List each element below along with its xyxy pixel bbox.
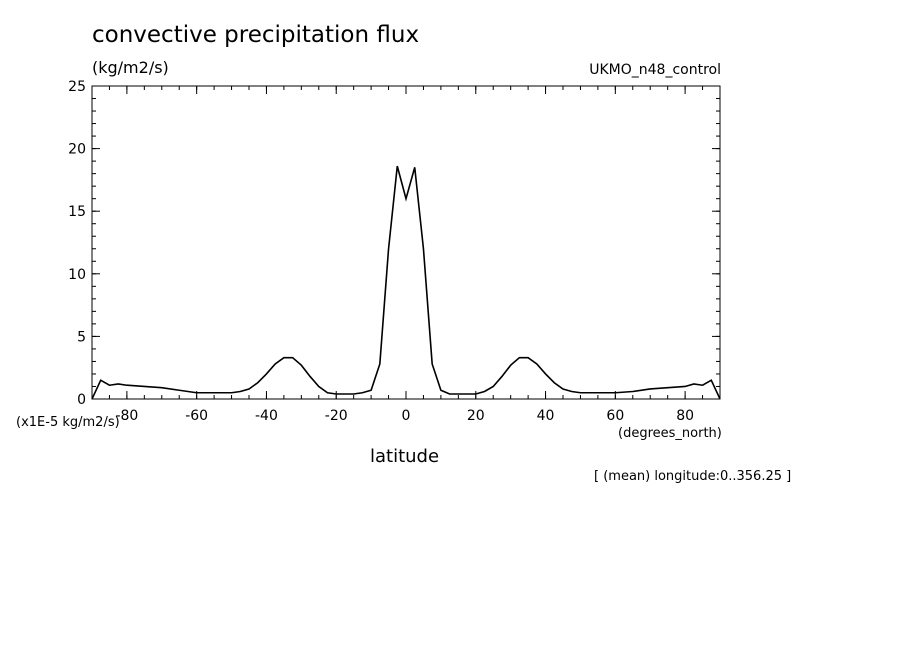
- footnote: [ (mean) longitude:0..356.25 ]: [594, 469, 792, 484]
- x-tick-label: -20: [325, 408, 348, 424]
- x-tick-label: -40: [255, 408, 278, 424]
- x-axis-title: latitude: [370, 446, 440, 467]
- y-tick-label: 5: [77, 329, 86, 345]
- chart-units: (kg/m2/s): [92, 58, 169, 77]
- x-tick-label: -60: [185, 408, 208, 424]
- x-tick-label: 0: [402, 408, 411, 424]
- x-tick-label: -80: [115, 408, 138, 424]
- y-tick-label: 25: [68, 79, 86, 95]
- x-tick-label: 80: [676, 408, 694, 424]
- x-unit-label: (degrees_north): [618, 426, 722, 441]
- x-tick-label: 40: [537, 408, 555, 424]
- chart-title: convective precipitation flux: [92, 22, 420, 48]
- y-tick-label: 0: [77, 392, 86, 408]
- y-tick-label: 15: [68, 204, 86, 220]
- axis-ticks: [91, 85, 721, 400]
- y-scale-label: (x1E-5 kg/m2/s): [16, 415, 120, 430]
- axis-tick-labels: -80 -60 -40 -20 0 20 40 60 80 0 5 10 15 20 25: [68, 79, 694, 424]
- x-tick-label: 20: [467, 408, 485, 424]
- dataset-label: UKMO_n48_control: [589, 62, 721, 78]
- y-tick-label: 10: [68, 267, 86, 283]
- plot-frame: [91, 85, 721, 400]
- series-line: [91, 165, 721, 400]
- y-tick-label: 20: [68, 142, 86, 158]
- x-tick-label: 60: [606, 408, 624, 424]
